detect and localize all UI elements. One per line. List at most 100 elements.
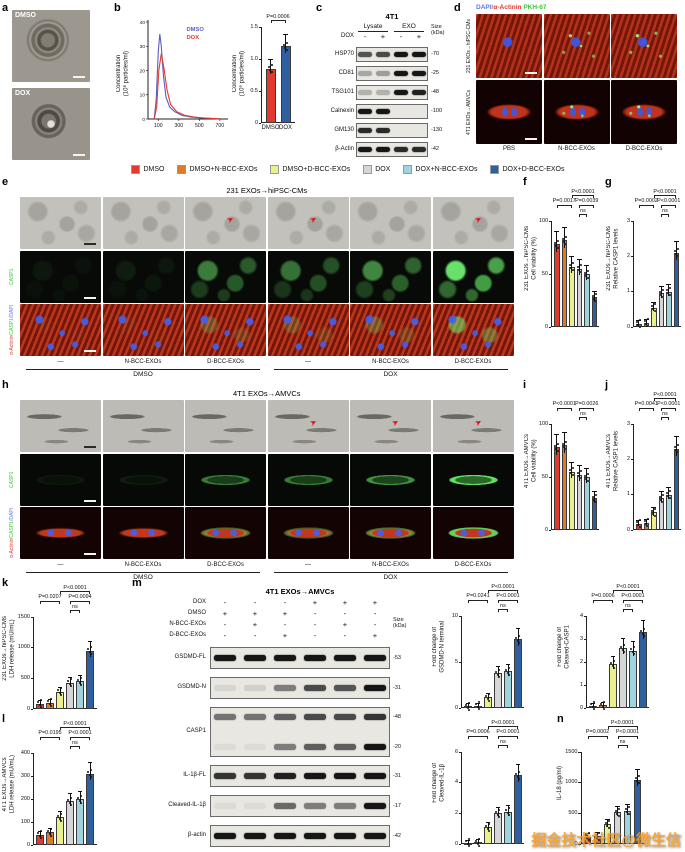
panel-letter-j: j — [605, 379, 609, 391]
data-point — [651, 509, 654, 512]
blot-label: β-actin — [187, 832, 206, 838]
plot-frame — [33, 753, 97, 845]
error-bar-cap — [658, 491, 664, 493]
error-bar — [477, 702, 479, 708]
data-point — [592, 297, 595, 300]
bar — [639, 632, 647, 708]
error-bar-cap — [495, 806, 501, 808]
data-point — [498, 668, 501, 671]
y-tick-label: 1500 — [565, 748, 578, 755]
data-point — [587, 832, 590, 835]
data-point — [518, 777, 521, 780]
protein-band — [273, 773, 297, 779]
data-point — [666, 289, 668, 292]
size-header-line: (kDa) — [431, 30, 445, 37]
protein-band — [243, 685, 267, 691]
protein-band — [273, 803, 297, 809]
p-value-label: P<0.0001 — [653, 391, 677, 398]
sig-bracket — [579, 417, 587, 420]
p-value-label: ns — [619, 738, 626, 745]
error-bar — [675, 435, 677, 457]
data-point — [495, 670, 498, 673]
data-point — [586, 276, 589, 279]
bar — [514, 639, 522, 708]
data-point — [676, 255, 679, 258]
y-tick-label: 0 — [544, 526, 548, 533]
protein-band — [273, 714, 297, 720]
data-point — [468, 838, 471, 840]
data-point — [80, 683, 83, 686]
y-tick-mark — [258, 122, 261, 124]
bar — [569, 266, 575, 327]
data-point — [564, 242, 567, 245]
data-point — [87, 648, 90, 651]
sig-bracket — [498, 599, 518, 603]
y-axis-label-line: Cleaved-IL-1β — [439, 764, 446, 802]
data-point — [87, 771, 90, 774]
data-point — [577, 475, 580, 478]
data-point — [38, 835, 41, 838]
nta-size-distribution-chart: Concentration (10⁸ particles/ml) 0 10 20 30 40… — [116, 14, 231, 134]
y-tick-mark — [30, 677, 33, 679]
protein-band — [412, 70, 426, 77]
error-bar — [632, 640, 634, 657]
error-bar — [59, 811, 61, 821]
size-header-line: (kDa) — [393, 623, 407, 630]
data-point — [60, 812, 63, 815]
data-point — [634, 777, 637, 780]
data-point — [613, 666, 616, 669]
data-point — [465, 703, 468, 706]
condition-symbol: - — [343, 631, 347, 640]
data-point — [626, 811, 628, 814]
error-bar — [597, 832, 598, 839]
molecular-weight-label: -100 — [431, 108, 443, 114]
stain-header-part: PKH-67 — [521, 4, 547, 11]
y-axis-label-line: Fold change of — [432, 627, 438, 667]
p-value-label: P<0.0001 — [621, 593, 645, 599]
p-value-label: P<0.0001 — [496, 593, 520, 599]
error-bar-cap — [600, 702, 606, 704]
error-bar-cap — [569, 461, 575, 463]
error-bar — [645, 319, 647, 325]
plot-frame — [461, 616, 524, 708]
data-point — [571, 474, 574, 477]
axis-text: 20 — [140, 68, 146, 74]
bar — [514, 775, 522, 844]
micrograph — [102, 197, 184, 249]
column-label: D-BCC-EXOs — [454, 561, 492, 568]
sig-bracket — [468, 735, 488, 739]
scale-bar — [84, 499, 96, 502]
treatment-group-label: DMSO — [26, 571, 260, 581]
blot-box — [210, 795, 390, 817]
data-point — [579, 477, 582, 480]
p-value-label: P=0.0207 — [38, 594, 62, 600]
bar — [658, 293, 664, 327]
data-point — [564, 440, 567, 443]
blot-box — [356, 66, 428, 81]
condition-symbol: + — [222, 609, 228, 618]
data-point — [674, 449, 677, 452]
size-header-line: Size — [393, 617, 404, 623]
y-tick-mark — [458, 615, 461, 617]
y-tick-label: 0 — [626, 323, 630, 330]
data-point — [639, 319, 642, 321]
chart-area: 0 10 20 30 40 100 300 500 700 DMSO DOX — [131, 14, 231, 134]
y-tick-label: 1500 — [17, 613, 30, 620]
protein-band — [358, 108, 372, 115]
arrow-icon: ➤ — [390, 416, 401, 428]
data-point — [643, 634, 646, 637]
protein-band — [213, 714, 237, 720]
blot-label: HSP70 — [334, 50, 354, 57]
y-tick-label: 1.5 — [250, 23, 258, 30]
error-bar-cap — [37, 700, 43, 702]
data-point — [465, 840, 468, 842]
data-point — [50, 827, 53, 830]
error-bar — [660, 491, 662, 503]
error-bar-cap — [615, 805, 620, 807]
sig-bracket — [623, 599, 643, 603]
error-bar-cap — [673, 435, 679, 437]
y-tick-label: 3 — [626, 420, 630, 427]
error-bar-cap — [591, 290, 597, 292]
category-label: DOX — [278, 125, 292, 131]
